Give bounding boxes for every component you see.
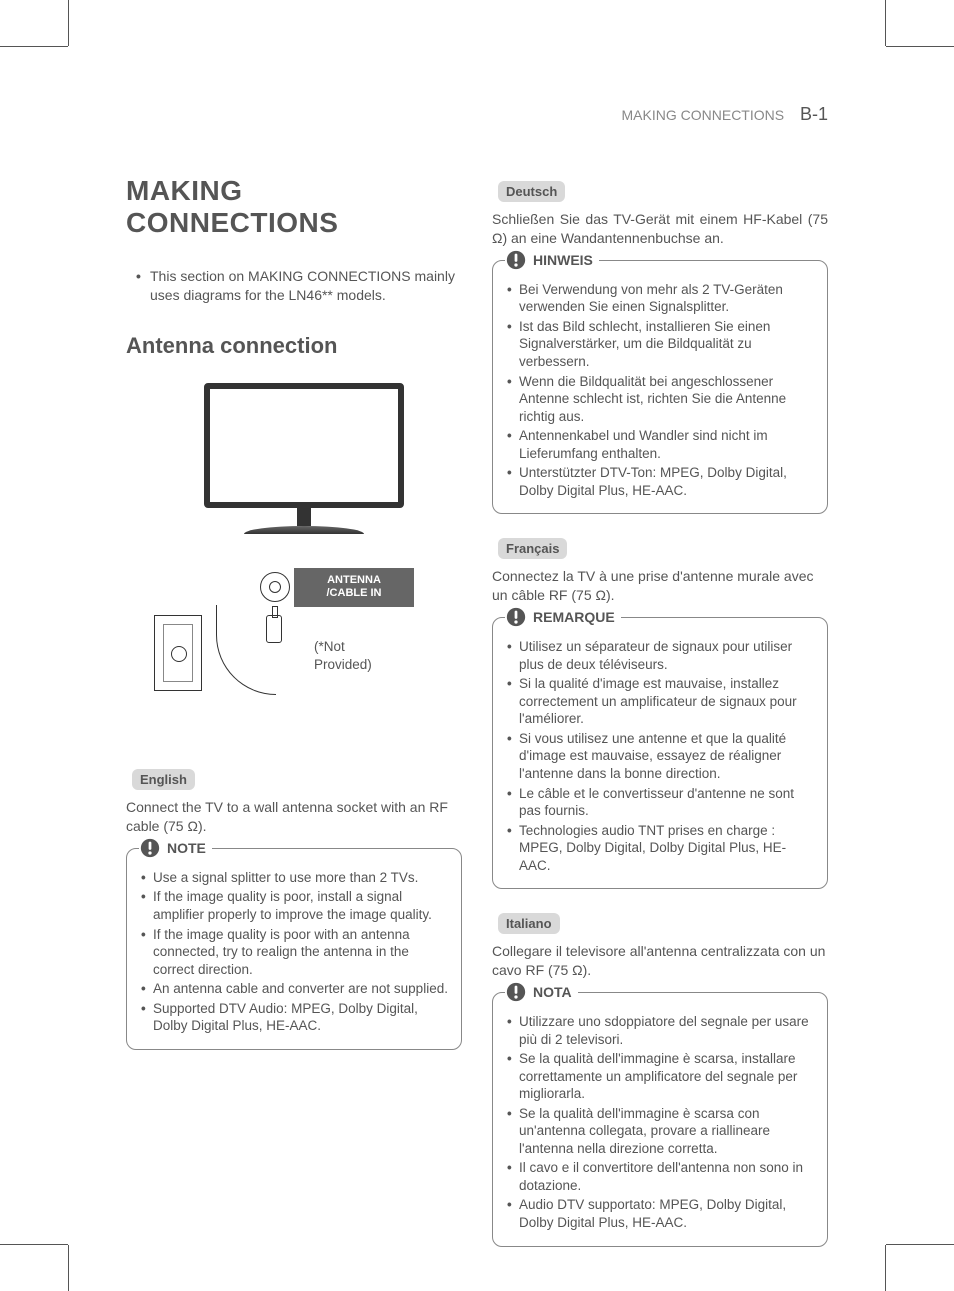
note-box-deutsch: HINWEIS Bei Verwendung von mehr als 2 TV… (492, 260, 828, 515)
antenna-diagram: ANTENNA /CABLE IN (*Not Provided) (144, 383, 444, 723)
note-list-deutsch: Bei Verwendung von mehr als 2 TV-Geräten… (505, 281, 815, 500)
language-badge-italiano: Italiano (498, 913, 560, 934)
note-box-english: NOTE Use a signal splitter to use more t… (126, 848, 462, 1050)
note-box-francais: REMARQUE Utilisez un séparateur de signa… (492, 617, 828, 889)
list-item: Antennenkabel und Wandler sind nicht im … (519, 427, 815, 462)
note-title: HINWEIS (533, 252, 593, 268)
list-item: Utilisez un séparateur de signaux pour u… (519, 638, 815, 673)
port-label-line2: /CABLE IN (327, 587, 382, 599)
port-label-line1: ANTENNA (327, 574, 381, 586)
not-provided-label: (*Not Provided) (314, 638, 372, 673)
list-item: Use a signal splitter to use more than 2… (153, 869, 449, 887)
list-item: Si vous utilisez une antenne et que la q… (519, 730, 815, 783)
list-item: Se la qualità dell'immagine è scarsa con… (519, 1105, 815, 1158)
list-item: Wenn die Bildqualität bei angeschlossene… (519, 373, 815, 426)
list-item: If the image quality is poor, install a … (153, 888, 449, 923)
crop-mark (885, 1245, 886, 1291)
tv-illustration (204, 383, 404, 534)
english-body: Connect the TV to a wall antenna socket … (126, 798, 462, 836)
list-item: Ist das Bild schlecht, installieren Sie … (519, 318, 815, 371)
list-item: An antenna cable and converter are not s… (153, 980, 449, 998)
crop-mark (886, 46, 954, 47)
left-column: MAKING CONNECTIONS This section on MAKIN… (126, 175, 462, 1265)
note-list-italiano: Utilizzare uno sdoppiatore del segnale p… (505, 1013, 815, 1232)
list-item: If the image quality is poor with an ant… (153, 926, 449, 979)
header-section: MAKING CONNECTIONS (622, 107, 785, 123)
crop-mark (68, 0, 69, 46)
language-badge-deutsch: Deutsch (498, 181, 565, 202)
list-item: Si la qualité d'image est mauvaise, inst… (519, 675, 815, 728)
alert-icon (505, 249, 527, 271)
list-item: Audio DTV supportato: MPEG, Dolby Digita… (519, 1196, 815, 1231)
deutsch-body: Schließen Sie das TV-Gerät mit einem HF-… (492, 210, 828, 248)
italiano-body: Collegare il televisore all'antenna cent… (492, 942, 828, 980)
list-item: Supported DTV Audio: MPEG, Dolby Digital… (153, 1000, 449, 1035)
list-item: Technologies audio TNT prises en charge … (519, 822, 815, 875)
intro-bullet: This section on MAKING CONNECTIONS mainl… (150, 267, 462, 305)
alert-icon (139, 837, 161, 859)
note-box-italiano: NOTA Utilizzare uno sdoppiatore del segn… (492, 992, 828, 1247)
alert-icon (505, 606, 527, 628)
language-badge-francais: Français (498, 538, 567, 559)
right-column: Deutsch Schließen Sie das TV-Gerät mit e… (492, 175, 828, 1265)
alert-icon (505, 981, 527, 1003)
note-title: NOTA (533, 984, 572, 1000)
list-item: Utilizzare uno sdoppiatore del segnale p… (519, 1013, 815, 1048)
francais-body: Connectez la TV à une prise d'antenne mu… (492, 567, 828, 605)
header-page-number: B-1 (800, 104, 828, 124)
list-item: Se la qualità dell'immagine è scarsa, in… (519, 1050, 815, 1103)
port-label: ANTENNA /CABLE IN (294, 568, 414, 606)
language-badge-english: English (132, 769, 195, 790)
note-title: NOTE (167, 840, 206, 856)
list-item: Il cavo e il convertitore dell'antenna n… (519, 1159, 815, 1194)
cable (216, 605, 276, 695)
crop-mark (68, 1245, 69, 1291)
note-list-francais: Utilisez un séparateur de signaux pour u… (505, 638, 815, 874)
intro-list: This section on MAKING CONNECTIONS mainl… (126, 267, 462, 305)
list-item: Le câble et le convertisseur d'antenne n… (519, 785, 815, 820)
crop-mark (886, 1244, 954, 1245)
running-header: MAKING CONNECTIONS B-1 (126, 104, 828, 125)
crop-mark (885, 0, 886, 46)
list-item: Bei Verwendung von mehr als 2 TV-Geräten… (519, 281, 815, 316)
note-list-english: Use a signal splitter to use more than 2… (139, 869, 449, 1035)
list-item: Unterstützter DTV-Ton: MPEG, Dolby Digit… (519, 464, 815, 499)
wall-socket (154, 615, 202, 691)
crop-mark (0, 46, 68, 47)
page-content: MAKING CONNECTIONS B-1 MAKING CONNECTION… (68, 46, 886, 1245)
page-title: MAKING CONNECTIONS (126, 175, 462, 239)
note-title: REMARQUE (533, 609, 615, 625)
crop-mark (0, 1244, 68, 1245)
section-heading: Antenna connection (126, 333, 462, 359)
